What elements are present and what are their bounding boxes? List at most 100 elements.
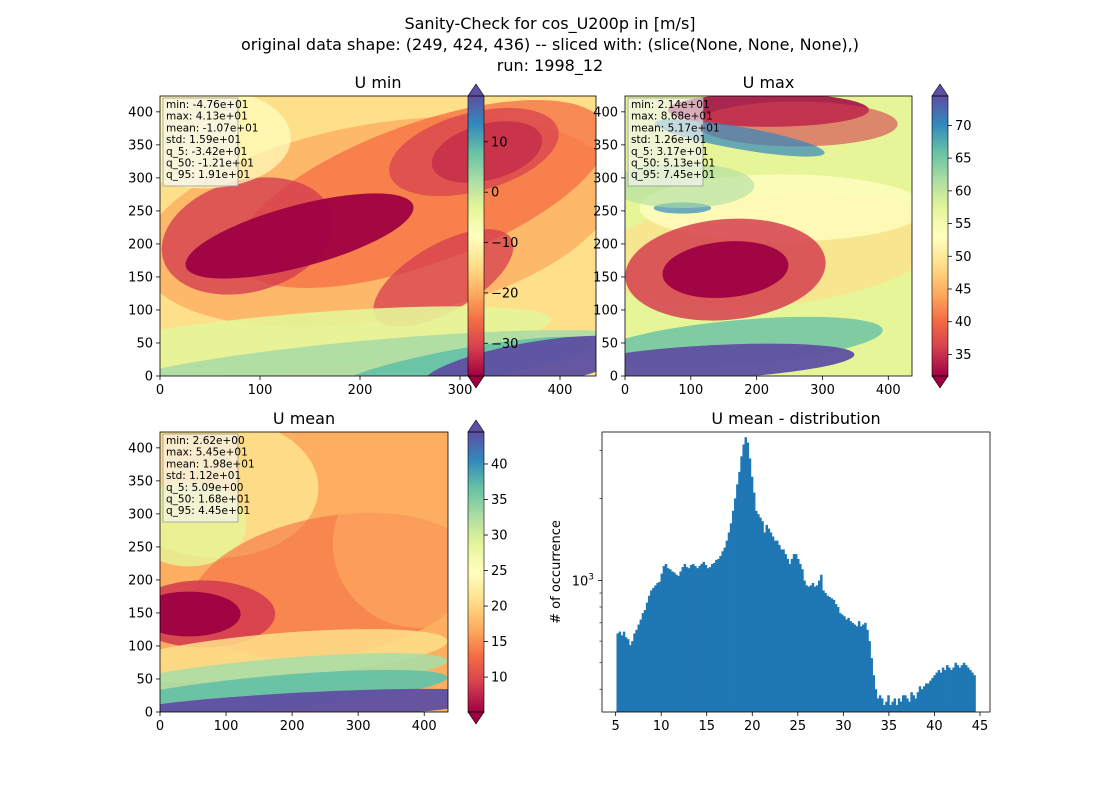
x-tick-label: 5 <box>612 719 620 734</box>
panel-title: U mean <box>273 409 335 428</box>
histogram-bar <box>864 622 867 712</box>
histogram-bar <box>841 614 844 712</box>
stats-line: max: 5.45e+01 <box>166 447 248 459</box>
histogram-bar <box>815 585 819 712</box>
histogram-bar <box>778 544 781 712</box>
u-max-panel: U max 0 100 200 300 400 0 50 100 150 200 250 300 350 4… <box>593 73 972 398</box>
histogram-bar <box>904 695 907 712</box>
u-mean-distribution-panel: U mean - distribution 5 10 15 20 25 30 35 40 45 10… <box>549 409 991 734</box>
y-tick-label: 103 <box>572 573 594 590</box>
x-tick-label: 20 <box>744 719 761 734</box>
histogram-bar <box>780 549 783 712</box>
histogram-bar <box>788 563 792 712</box>
histogram-bar <box>675 574 678 712</box>
x-tick-label: 100 <box>678 383 703 398</box>
y-tick-label: 300 <box>128 507 153 522</box>
histogram-bar <box>935 672 939 712</box>
colorbar-tick-label: 40 <box>955 315 972 330</box>
stats-line: q_95: 7.45e+01 <box>631 169 715 181</box>
histogram-bar <box>685 567 689 712</box>
histogram-bar <box>717 558 720 712</box>
histogram-bar <box>757 514 760 712</box>
histogram-bar <box>631 641 634 712</box>
y-tick-label: 200 <box>128 573 153 588</box>
histogram-bar <box>660 573 664 712</box>
histogram-bar <box>868 641 871 712</box>
y-tick-label: 50 <box>136 672 153 687</box>
panel-title: U min <box>355 73 402 92</box>
heatmap-field <box>160 96 596 376</box>
histogram-bar <box>662 566 666 712</box>
colorbar-extend-top <box>467 419 485 433</box>
histogram-bar <box>698 566 701 712</box>
heatmap-field <box>625 96 912 376</box>
stats-line: max: 4.13e+01 <box>166 111 248 123</box>
histogram-bar <box>641 613 645 712</box>
histogram-bar <box>824 593 827 712</box>
histogram-bar <box>681 567 685 712</box>
colorbar-tick-label: 20 <box>491 600 508 615</box>
histogram-bar <box>851 622 855 712</box>
suptitle-line-1: Sanity-Check for cos_U200p in [m/s] <box>404 14 695 34</box>
colorbar-extend-top <box>467 83 485 97</box>
histogram-bar <box>626 639 630 712</box>
histogram-bar <box>964 665 968 712</box>
y-tick-label: 50 <box>136 336 153 351</box>
stats-line: q_50: 5.13e+01 <box>631 158 715 170</box>
histogram-bar <box>738 471 741 712</box>
stats-line: q_5: -3.42e+01 <box>166 146 247 158</box>
y-tick-label: 400 <box>593 105 618 120</box>
colorbar-tick-label: −30 <box>491 337 518 352</box>
histogram-bar <box>671 571 674 712</box>
colorbar-tick-label: 35 <box>491 493 508 508</box>
histogram-bar <box>805 585 808 712</box>
histogram-bar <box>832 599 836 712</box>
histogram-bar <box>683 563 687 712</box>
y-tick-label: 350 <box>128 138 153 153</box>
histogram-bar <box>622 631 626 712</box>
axes-frame <box>601 431 991 713</box>
heatmap-blob <box>160 688 448 712</box>
y-tick-label: 100 <box>593 303 618 318</box>
colorbar-tick-label: 45 <box>955 282 972 297</box>
x-tick-label: 200 <box>348 383 373 398</box>
axes-frame <box>624 95 913 377</box>
histogram-bar <box>901 695 905 712</box>
histogram-bar <box>811 582 815 712</box>
histogram-bar <box>664 563 668 712</box>
x-tick-label: 400 <box>548 383 573 398</box>
colorbar-tick-label: 10 <box>491 135 508 150</box>
stats-box <box>162 433 239 523</box>
histogram-bar <box>908 701 911 712</box>
y-tick-label: 150 <box>128 606 153 621</box>
histogram-bar <box>929 680 932 712</box>
histogram-bar <box>794 554 798 712</box>
colorbar-tick-label: 70 <box>955 119 972 134</box>
histogram-bar <box>855 626 859 712</box>
histogram-bar <box>960 665 964 712</box>
histogram-bar <box>771 536 775 712</box>
histogram-bar <box>702 561 706 712</box>
x-tick-label: 200 <box>280 719 305 734</box>
histogram-bar <box>874 689 878 712</box>
histogram-bar <box>809 585 813 712</box>
histogram-bar <box>971 672 974 712</box>
histogram-bar <box>650 590 653 712</box>
histogram-bar <box>843 616 846 712</box>
histogram-bar <box>847 617 850 712</box>
stats-line: std: 1.12e+01 <box>166 470 241 482</box>
histogram-bar <box>920 689 924 712</box>
histogram-bar <box>776 540 779 712</box>
histogram-bar <box>813 586 817 712</box>
y-tick-label: 300 <box>128 171 153 186</box>
histogram-bar <box>933 675 936 712</box>
histogram-bar <box>725 540 729 712</box>
histogram-bar <box>836 607 840 712</box>
colorbar-tick-label: −20 <box>491 286 518 301</box>
histogram-bar <box>927 683 930 712</box>
histogram-bar <box>656 582 659 712</box>
heatmap-blob <box>662 241 789 299</box>
histogram-bar <box>820 574 823 712</box>
histogram-bar <box>784 554 787 712</box>
